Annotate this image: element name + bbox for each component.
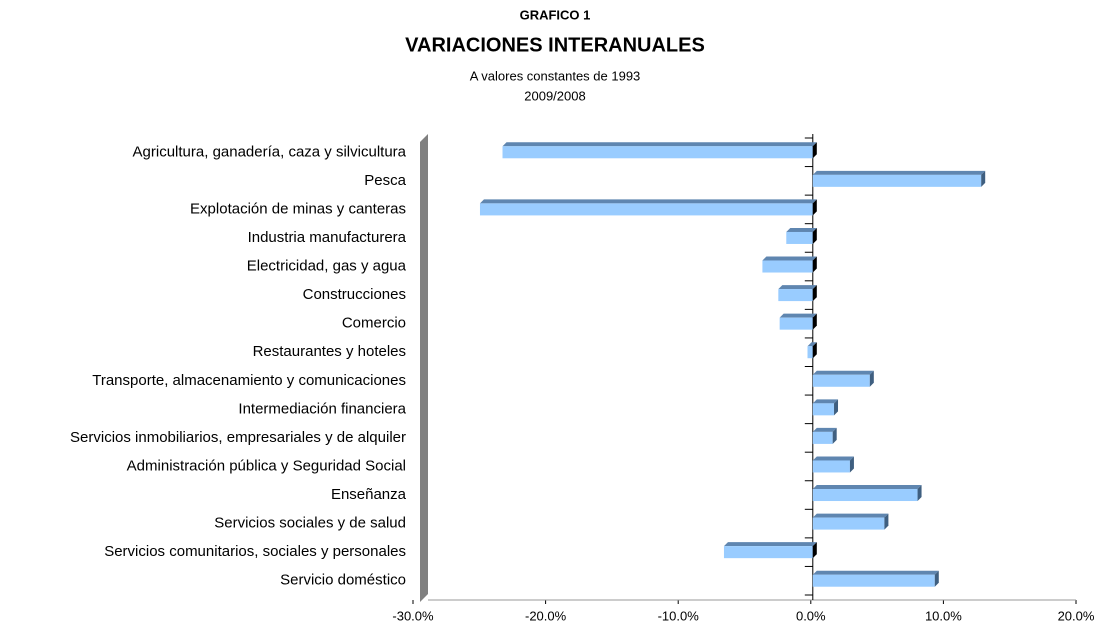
bar-top [723, 542, 817, 547]
bar [812, 489, 918, 502]
bar-top [812, 427, 837, 432]
y-tick-label: Restaurantes y hoteles [253, 343, 406, 360]
x-tick-label: 20.0% [1058, 608, 1095, 623]
bar [479, 203, 813, 216]
y-tick-label: Servicio doméstico [280, 572, 406, 589]
x-tick-label: 0.0% [796, 608, 826, 623]
bar-side [812, 142, 817, 159]
bar-side [812, 199, 817, 216]
bar [812, 174, 982, 187]
bar-top [778, 285, 817, 290]
bar-side [869, 370, 874, 387]
chart-title: GRAFICO 1 [520, 7, 591, 22]
x-tick-label: -10.0% [658, 608, 700, 623]
y-tick-label: Servicios sociales y de salud [214, 515, 406, 532]
bar-side [812, 227, 817, 244]
bar-side [917, 485, 922, 502]
x-tick-label: -30.0% [392, 608, 434, 623]
bar-top [812, 456, 854, 461]
y-tick-label: Administración pública y Seguridad Socia… [127, 457, 406, 474]
y-tick-label: Construcciones [303, 286, 406, 303]
bar-top [812, 485, 922, 490]
bar-side [812, 542, 817, 559]
x-tick-label: -20.0% [525, 608, 567, 623]
y-tick-label: Transporte, almacenamiento y comunicacio… [92, 372, 406, 389]
y-tick-label: Agricultura, ganadería, caza y silvicult… [133, 143, 407, 160]
bar [779, 317, 813, 330]
bar [723, 546, 813, 559]
y-tick-label: Enseñanza [331, 486, 407, 503]
y-tick-label: Intermediación financiera [238, 400, 406, 417]
bar-top [762, 256, 817, 261]
y-tick-label: Comercio [342, 315, 406, 332]
bar-top [812, 370, 874, 375]
y-tick-label: Industria manufacturera [248, 229, 407, 246]
bar-side [832, 427, 837, 444]
y-tick-label: Pesca [364, 172, 406, 189]
bar [502, 146, 813, 159]
bar [762, 260, 813, 273]
chart-note: A valores constantes de 1993 [470, 68, 641, 83]
bar-side [812, 285, 817, 302]
bar-side [934, 570, 939, 587]
bar [778, 289, 813, 302]
bar-top [812, 170, 986, 175]
y-tick-label: Explotación de minas y canteras [190, 200, 406, 217]
bar-side [812, 256, 817, 273]
x-tick-label: 10.0% [925, 608, 962, 623]
bar-top [807, 342, 817, 347]
bar [812, 460, 850, 473]
bar [812, 431, 833, 444]
bar-top [502, 142, 817, 147]
y-tick-label: Electricidad, gas y agua [247, 258, 407, 275]
bar-side [981, 170, 986, 187]
bar-side [834, 399, 839, 416]
bar-side [849, 456, 854, 473]
y-tick-label: Servicios inmobiliarios, empresariales y… [70, 429, 406, 446]
chart-subtitle: VARIACIONES INTERANUALES [405, 34, 705, 56]
bar-top [786, 227, 817, 232]
axis-wall [420, 134, 428, 602]
bar-side [812, 313, 817, 330]
bar-top [812, 513, 889, 518]
bar-top [779, 313, 817, 318]
bar [812, 374, 870, 387]
bar-top [479, 199, 817, 204]
bar-top [812, 570, 939, 575]
chart-note: 2009/2008 [524, 88, 585, 103]
bar [812, 403, 835, 416]
y-tick-label: Servicios comunitarios, sociales y perso… [104, 543, 406, 560]
bar-top [812, 399, 839, 404]
bar [812, 574, 935, 587]
bar-side [884, 513, 889, 530]
bar [786, 231, 813, 244]
bar-side [812, 342, 817, 359]
bar [812, 517, 885, 530]
bar [807, 346, 813, 359]
